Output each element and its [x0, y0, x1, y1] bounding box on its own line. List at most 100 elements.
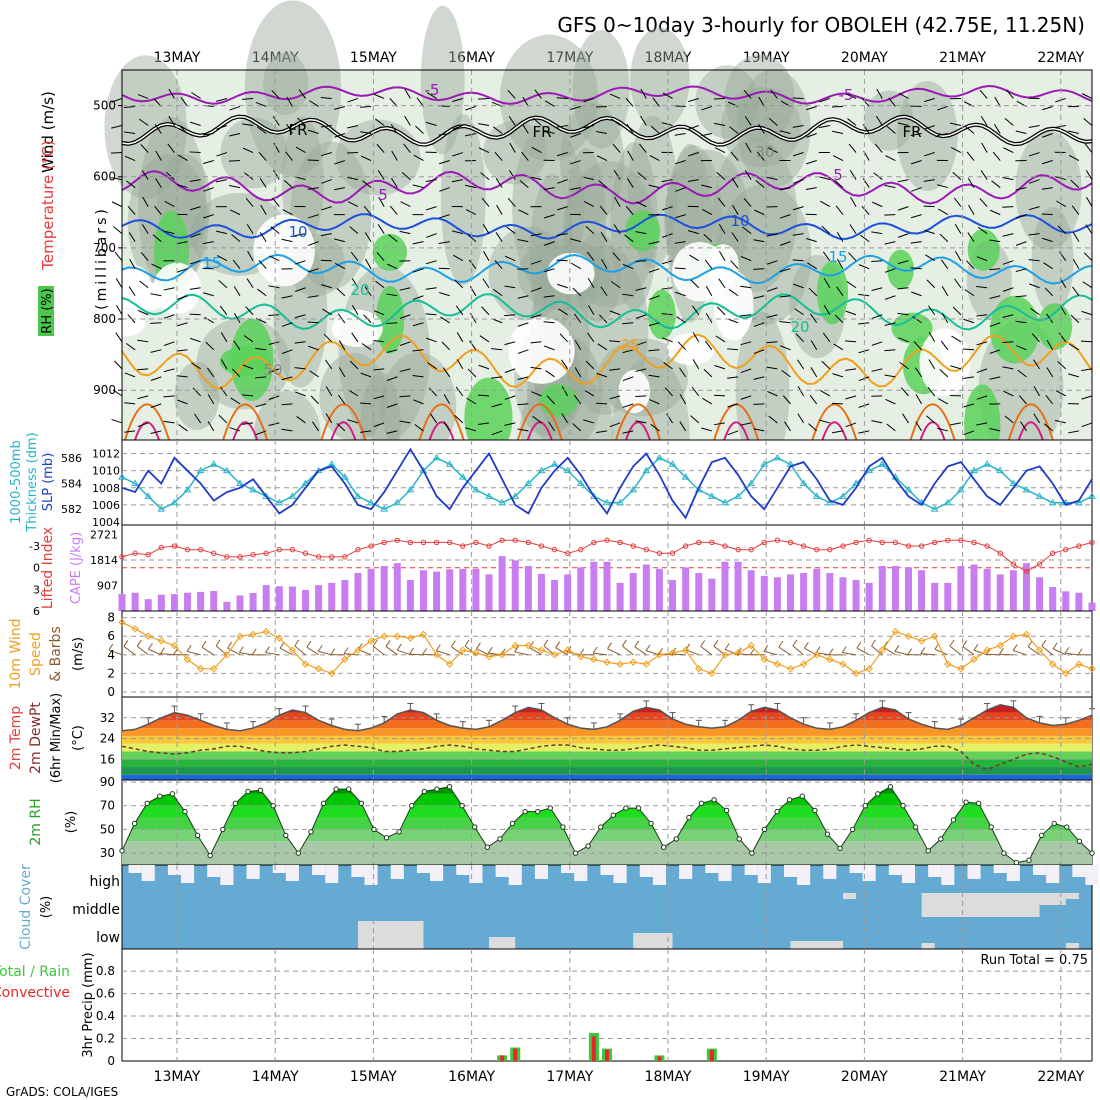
wind-barb — [559, 333, 569, 343]
wind-barb — [897, 206, 909, 211]
rh2m-point — [673, 836, 679, 842]
wind-barb — [478, 394, 490, 397]
thickness-point — [498, 498, 507, 506]
wind-barb — [967, 232, 975, 242]
wind-barb — [586, 251, 595, 261]
wind-barb — [703, 233, 713, 243]
lifted-index-point — [617, 539, 623, 546]
wind-barb — [163, 230, 175, 235]
wind10-barb — [1012, 650, 1027, 656]
wind-barb — [548, 421, 555, 432]
wind-barb — [941, 313, 949, 324]
cape-bar — [616, 582, 624, 611]
wind10-barb — [476, 648, 490, 656]
wind-barb — [753, 403, 765, 405]
wind-barb — [480, 172, 490, 180]
wind-barb — [910, 133, 922, 136]
wind-barb — [925, 254, 935, 262]
wind-barb — [194, 413, 202, 424]
wind-barb — [260, 204, 267, 215]
wind10-speed-point — [721, 651, 729, 659]
lifted-index-point — [643, 546, 650, 553]
y-tick-label: 800 — [93, 312, 116, 326]
lifted-index-point — [158, 544, 165, 551]
wind-barb — [126, 180, 136, 188]
wind-barb — [635, 395, 647, 398]
wind-barb — [899, 361, 909, 370]
wind-barb — [781, 369, 791, 378]
upper-mb-label: (millibars) — [94, 206, 110, 310]
rh2m-point — [686, 814, 692, 821]
cloud-high-bar — [246, 865, 260, 879]
wind-barb — [231, 234, 241, 243]
wind-barb — [820, 200, 831, 208]
wind-barb — [635, 368, 647, 372]
wind-barb — [937, 398, 949, 405]
wind-barb — [544, 100, 555, 107]
wind10-barb — [279, 647, 293, 656]
wind10-barb — [962, 646, 975, 656]
wind10-barb-flag — [265, 646, 270, 653]
cape-bar — [603, 561, 611, 611]
slp-tick-label: 1004 — [92, 516, 120, 529]
date-label-bottom: 16MAY — [448, 1069, 495, 1085]
wind-barb — [139, 280, 149, 289]
wind-barb — [661, 313, 673, 316]
wind-barb — [349, 226, 359, 235]
wind-barb — [391, 150, 398, 161]
wind-barb — [674, 160, 686, 165]
wind-barb — [179, 125, 188, 134]
wind-barb — [1057, 225, 1067, 235]
wind-barb — [1081, 395, 1093, 400]
wind-barb — [543, 214, 555, 219]
wind-barb — [297, 117, 306, 126]
wind10-speed-point — [262, 627, 270, 636]
lifted-index-point — [1023, 568, 1030, 575]
rh2m-tick-label: 90 — [100, 775, 115, 789]
cloud-high-bar — [967, 865, 981, 879]
slp-tick-label: 1012 — [92, 448, 120, 461]
wind10-barb-flag — [998, 648, 1004, 655]
cloud-low-bar — [1065, 943, 1079, 949]
wind-barb — [649, 399, 660, 405]
wind-barb — [242, 147, 254, 153]
wind-barb — [124, 430, 136, 433]
rh-shade-dark — [380, 352, 457, 460]
wind-barb — [661, 206, 673, 211]
cape-bar — [1062, 591, 1070, 611]
rh2m-line — [121, 786, 1093, 864]
wind-barb — [848, 143, 857, 153]
wind-barb — [504, 395, 516, 400]
cape-bar — [1049, 587, 1057, 611]
wind-barb — [884, 349, 896, 352]
wind-barb — [376, 252, 385, 262]
wind-barb — [281, 295, 293, 299]
wind-barb — [229, 133, 241, 137]
wind-barb — [268, 341, 280, 345]
wind-barb — [1072, 231, 1080, 242]
wind-barb — [688, 230, 699, 235]
wind-barb — [928, 359, 936, 370]
wind-barb — [596, 155, 608, 161]
rh2m-point — [308, 829, 314, 835]
wind-barb — [506, 226, 516, 235]
wind-barb — [1046, 367, 1054, 378]
wind-barb — [111, 201, 123, 208]
wind10-speed-point — [1048, 660, 1057, 668]
wind10-speed-point — [1062, 669, 1070, 678]
wind-barb — [585, 360, 595, 370]
wind-barb — [782, 395, 791, 405]
wind-barb — [989, 209, 1001, 216]
precip-label-b: Convective — [0, 985, 70, 1001]
wind10-barb-flag — [894, 645, 900, 652]
wind-barb — [871, 260, 883, 263]
wind-barb — [571, 262, 582, 270]
wind10-barb-flag — [1027, 640, 1033, 647]
y-tick-label: 900 — [93, 383, 116, 397]
cape-bar — [564, 574, 572, 611]
lifted-index-point — [761, 539, 767, 546]
wind-barb — [821, 360, 831, 370]
wind-barb — [454, 279, 464, 289]
wind-barb — [587, 305, 595, 316]
lifted-index-point — [460, 543, 466, 549]
